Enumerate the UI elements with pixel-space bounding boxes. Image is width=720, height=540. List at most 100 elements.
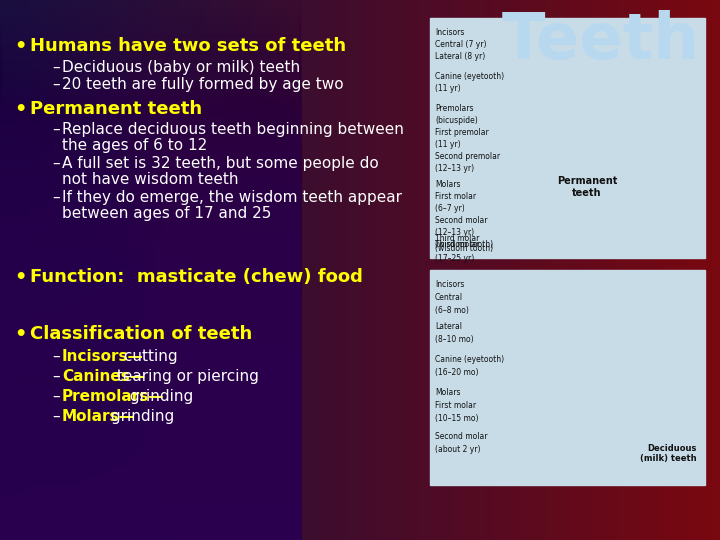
Bar xyxy=(0,197,300,540)
Bar xyxy=(0,80,300,540)
Text: (about 2 yr): (about 2 yr) xyxy=(435,445,480,454)
Text: Lateral (8 yr): Lateral (8 yr) xyxy=(435,52,485,61)
Text: (16–20 mo): (16–20 mo) xyxy=(435,368,479,377)
Text: If they do emerge, the wisdom teeth appear: If they do emerge, the wisdom teeth appe… xyxy=(62,190,402,205)
Bar xyxy=(0,323,300,540)
Bar xyxy=(0,458,300,540)
Text: A full set is 32 teeth, but some people do: A full set is 32 teeth, but some people … xyxy=(62,156,379,171)
Bar xyxy=(0,161,300,540)
Text: •: • xyxy=(14,268,27,287)
Text: the ages of 6 to 12: the ages of 6 to 12 xyxy=(62,138,207,153)
Bar xyxy=(0,476,300,540)
Text: Incisors—: Incisors— xyxy=(62,349,144,364)
Text: cutting: cutting xyxy=(119,349,177,364)
Bar xyxy=(0,440,300,540)
Text: –: – xyxy=(52,190,60,205)
Bar xyxy=(0,350,300,540)
Bar xyxy=(0,233,300,540)
Bar xyxy=(0,368,300,540)
Text: Function:  masticate (chew) food: Function: masticate (chew) food xyxy=(30,268,363,286)
Text: First molar: First molar xyxy=(435,401,476,410)
Bar xyxy=(0,224,300,540)
Text: Central: Central xyxy=(435,293,463,302)
Bar xyxy=(0,314,300,540)
Text: not have wisdom teeth: not have wisdom teeth xyxy=(62,172,238,187)
Bar xyxy=(0,521,300,540)
Text: (11 yr): (11 yr) xyxy=(435,84,461,93)
Text: (bicuspide): (bicuspide) xyxy=(435,116,478,125)
Bar xyxy=(0,305,300,540)
Text: Premolars: Premolars xyxy=(435,104,474,113)
Bar xyxy=(0,422,300,540)
Bar xyxy=(0,404,300,540)
Text: –: – xyxy=(52,77,60,92)
Text: Teeth: Teeth xyxy=(502,10,700,72)
Text: (wisdom tooth): (wisdom tooth) xyxy=(435,244,493,253)
Bar xyxy=(0,107,300,540)
Bar xyxy=(0,503,300,540)
Text: –: – xyxy=(52,349,60,364)
Text: (17–25 yr): (17–25 yr) xyxy=(435,254,474,263)
Bar xyxy=(0,8,300,540)
Text: Permanent teeth: Permanent teeth xyxy=(30,100,202,118)
Bar xyxy=(430,270,705,485)
Bar xyxy=(0,341,300,540)
Text: Central (7 yr): Central (7 yr) xyxy=(435,40,487,49)
Text: –: – xyxy=(52,122,60,137)
Bar xyxy=(0,98,300,540)
Text: Molars—: Molars— xyxy=(62,409,135,424)
Text: (11 yr): (11 yr) xyxy=(435,140,461,149)
Text: –: – xyxy=(52,369,60,384)
Text: Deciduous
(milk) teeth: Deciduous (milk) teeth xyxy=(640,443,697,463)
Text: Second molar: Second molar xyxy=(435,216,487,225)
Bar xyxy=(0,467,300,540)
Bar xyxy=(0,494,300,540)
Bar xyxy=(0,17,300,540)
Text: •: • xyxy=(14,100,27,119)
Text: grinding: grinding xyxy=(125,389,193,404)
Text: (8–10 mo): (8–10 mo) xyxy=(435,335,474,344)
Text: (6–7 yr): (6–7 yr) xyxy=(435,204,464,213)
Bar xyxy=(0,152,300,540)
Bar xyxy=(0,449,300,540)
Text: (12–13 yr): (12–13 yr) xyxy=(435,228,474,237)
Bar xyxy=(0,215,300,540)
Bar xyxy=(0,188,300,540)
Bar xyxy=(0,332,300,540)
Text: Second molar: Second molar xyxy=(435,432,487,441)
Bar xyxy=(0,530,300,540)
Bar xyxy=(0,44,300,540)
Bar xyxy=(430,18,705,258)
Bar xyxy=(0,179,300,540)
Text: Humans have two sets of teeth: Humans have two sets of teeth xyxy=(30,37,346,55)
Bar xyxy=(0,359,300,540)
Text: First premolar: First premolar xyxy=(435,128,489,137)
Text: grinding: grinding xyxy=(106,409,174,424)
Text: Molars: Molars xyxy=(435,180,461,189)
Bar xyxy=(0,125,300,540)
Bar xyxy=(0,89,300,540)
Bar xyxy=(0,431,300,540)
Text: (wisdom tooth): (wisdom tooth) xyxy=(435,240,493,249)
Text: Molars: Molars xyxy=(435,388,461,397)
Bar xyxy=(0,35,300,540)
Text: 20 teeth are fully formed by age two: 20 teeth are fully formed by age two xyxy=(62,77,343,92)
Bar xyxy=(0,0,300,540)
Bar xyxy=(0,26,300,540)
Text: •: • xyxy=(14,37,27,56)
Text: Canine (eyetooth): Canine (eyetooth) xyxy=(435,72,504,81)
Text: (12–13 yr): (12–13 yr) xyxy=(435,164,474,173)
Text: Canine (eyetooth): Canine (eyetooth) xyxy=(435,355,504,364)
Text: Classification of teeth: Classification of teeth xyxy=(30,325,252,343)
Text: Third molar: Third molar xyxy=(435,240,480,249)
Bar xyxy=(0,206,300,540)
Text: Incisors: Incisors xyxy=(435,280,464,289)
Bar xyxy=(0,395,300,540)
Text: Second premolar: Second premolar xyxy=(435,152,500,161)
Text: Permanent
teeth: Permanent teeth xyxy=(557,177,617,198)
Bar xyxy=(0,53,300,540)
Text: –: – xyxy=(52,389,60,404)
Text: –: – xyxy=(52,409,60,424)
Bar xyxy=(0,242,300,540)
Bar xyxy=(0,377,300,540)
